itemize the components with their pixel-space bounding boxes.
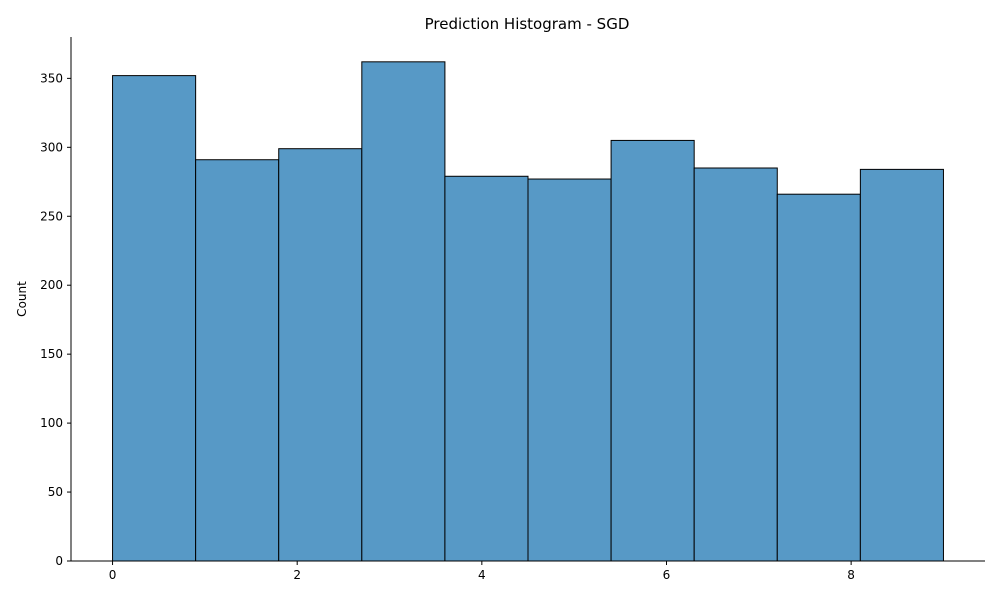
x-axis-ticks: 0 2 4 6 8 (109, 561, 855, 582)
y-tick-label: 350 (40, 71, 63, 85)
x-tick-label: 0 (109, 568, 117, 582)
histogram-bar-2 (278, 148, 363, 562)
histogram-bar-6 (610, 139, 695, 562)
histogram-bar-5 (527, 178, 612, 562)
histogram-bar-8 (776, 193, 861, 562)
histogram-bar-4 (444, 175, 529, 562)
x-tick-label: 6 (663, 568, 671, 582)
histogram-bar-7 (693, 167, 778, 562)
histogram-bar-3 (361, 61, 446, 562)
y-tick-label: 250 (40, 209, 63, 223)
bars-group (112, 61, 944, 562)
y-tick-label: 300 (40, 140, 63, 154)
histogram-bar-9 (859, 168, 944, 562)
y-axis-label: Count (15, 281, 29, 317)
y-axis-ticks: 0 50 100 150 200 250 300 350 (40, 71, 71, 568)
histogram-bar-0 (112, 75, 197, 562)
y-tick-label: 150 (40, 347, 63, 361)
y-tick-label: 0 (55, 554, 63, 568)
y-tick-label: 100 (40, 416, 63, 430)
x-tick-label: 2 (293, 568, 301, 582)
y-tick-label: 50 (48, 485, 63, 499)
chart-title: Prediction Histogram - SGD (425, 15, 630, 33)
x-tick-label: 4 (478, 568, 486, 582)
y-tick-label: 200 (40, 278, 63, 292)
x-tick-label: 8 (847, 568, 855, 582)
histogram-bar-1 (195, 159, 280, 562)
